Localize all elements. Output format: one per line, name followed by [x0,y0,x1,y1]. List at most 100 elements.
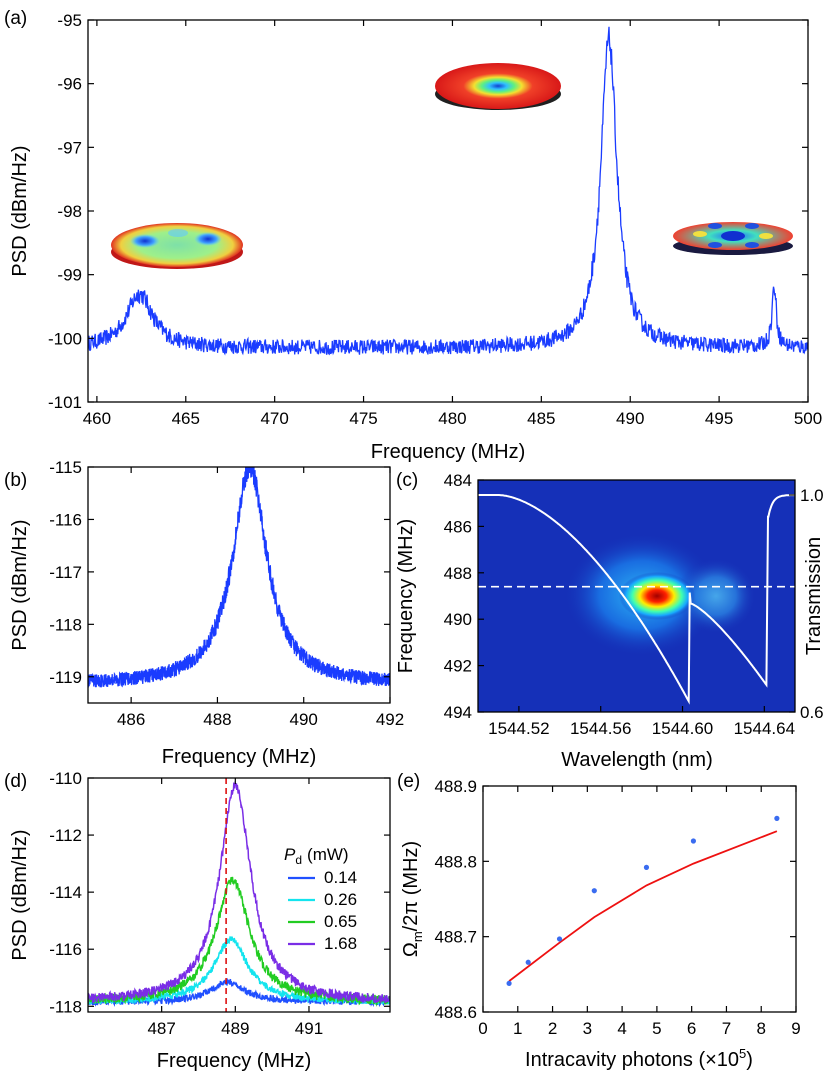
panel-a-label: (a) [4,8,27,29]
panel-e-frame [482,785,797,1013]
panel-d-frame [87,777,391,1013]
panel-b-ytick-label: -117 [49,563,82,582]
panel-a-ytick-label: -95 [57,11,82,30]
panel-e-xlabel: Intracavity photons (×105) [525,1046,753,1071]
panel-a-ytick-label: -96 [57,75,82,94]
panel-b-ytick-label: -116 [49,510,82,529]
panel-e-xtick-label: 0 [478,1019,487,1038]
panel-e-ylabel: Ωm/2π (MHz) [400,841,425,957]
panel-c-xtick-label: 1544.56 [570,719,631,738]
panel-c-xlabel: Wavelength (nm) [561,749,713,771]
panel-c-y2tick-label: 0.6 [800,703,824,722]
panel-b-xtick-label: 492 [376,710,404,729]
panel-c-hotspot [619,572,695,620]
panel-d-xtick-label: 487 [147,1019,175,1038]
panel-c-xtick-label: 1544.52 [488,719,549,738]
panel-b: (b) 486 488 490 492 -115 -116 -117 -118 -119 Fre… [4,458,404,768]
legend-label-0.26: 0.26 [324,890,357,909]
panel-a-ytick-label: -99 [57,266,82,285]
panel-b-ytick-label: -115 [49,458,82,477]
panel-b-xtick-label: 488 [203,710,231,729]
panel-a-xlabel: Frequency (MHz) [371,441,525,463]
panel-b-frame [87,466,391,704]
panel-d-xtick-label: 489 [221,1019,249,1038]
panel-a-insets [111,63,793,269]
panel-e-ytick-label: 488.7 [434,928,477,947]
panel-a-ylabel: PSD (dBm/Hz) [9,145,31,276]
panel-e-xtick-label: 1 [513,1019,522,1038]
panel-d-series-1.68 [88,780,390,1005]
panel-a-xtick-label: 475 [349,409,377,428]
panel-b-ytick-label: -119 [49,668,82,687]
panel-d-ylabel: PSD (dBm/Hz) [9,829,31,960]
panel-d-label: (d) [4,771,27,792]
panel-e-ytick-label: 488.6 [434,1003,477,1022]
panel-a-xtick-label: 460 [83,409,111,428]
panel-e-xtick-label: 8 [756,1019,765,1038]
panel-c-ylabel: Frequency (MHz) [395,519,417,673]
panel-d-ytick-label: -116 [49,940,82,959]
panel-d-ytick-label: -112 [49,826,82,845]
panel-b-ytick-label: -118 [49,615,82,634]
panel-a-ytick-label: -98 [57,202,82,221]
panel-e-xtick-label: 3 [583,1019,592,1038]
panel-e: (e) 0 1 2 3 4 5 6 7 8 9 488.9 488.8 488.7 488.6 Intra… [397,771,801,1071]
panel-c-label: (c) [396,470,418,491]
panel-a-xtick-label: 470 [260,409,288,428]
panel-d-xtick-label: 491 [295,1019,323,1038]
panel-e-data-point [690,838,697,844]
panel-c-ytick-label: 486 [444,517,472,536]
panel-e-ytick-label: 488.8 [434,852,477,871]
panel-e-label: (e) [397,771,420,792]
panel-c-xtick-label: 1544.64 [734,719,795,738]
panel-c-ytick-label: 488 [444,564,472,583]
panel-a-ytick-label: -97 [57,138,82,157]
legend-label-1.68: 1.68 [324,934,357,953]
panel-e-data-point [643,864,650,870]
panel-a-xtick-label: 500 [794,409,822,428]
legend-label-0.65: 0.65 [324,912,357,931]
panel-a-xtick-label: 490 [616,409,644,428]
panel-e-data-point [525,959,531,965]
panel-e-xtick-label: 5 [652,1019,661,1038]
panel-c-frame [477,479,796,713]
panel-e-fit-line [508,830,778,982]
panel-e-xtick-label: 7 [722,1019,731,1038]
panel-c-ytick-label: 490 [444,610,472,629]
panel-e-xtick-label: 9 [791,1019,800,1038]
panel-b-ylabel: PSD (dBm/Hz) [9,519,31,650]
panel-a-xtick-label: 485 [527,409,555,428]
panel-e-ytick-label: 488.9 [434,777,477,796]
panel-d-ytick-label: -114 [49,883,82,902]
panel-d-ytick-label: -110 [49,769,82,788]
panel-e-data-point [506,980,512,986]
panel-e-data-point [591,888,597,894]
panel-d-xlabel: Frequency (MHz) [157,1050,311,1072]
panel-e-xtick-label: 6 [687,1019,696,1038]
panel-a: (a) [4,8,822,463]
panel-b-xtick-label: 490 [290,710,318,729]
panel-b-label: (b) [4,470,27,491]
panel-e-data-point [774,815,780,821]
panel-a-xtick-label: 480 [438,409,466,428]
disk-mode-right [673,222,793,255]
panel-a-xtick-label: 495 [705,409,733,428]
legend-title: Pd (mW) [284,845,349,867]
panel-c-y2tick-label: 1.0 [800,486,824,505]
panel-d: (d) 487 489 491 -110 -112 -114 -116 -118 Pd (mW)… [4,769,391,1072]
panel-e-xtick-label: 2 [548,1019,557,1038]
panel-a-ytick-label: -101 [48,393,82,412]
panel-b-xtick-label: 486 [117,710,145,729]
panel-d-legend: Pd (mW) 0.14 0.26 0.65 1.68 [284,845,357,953]
disk-mode-left [111,223,243,269]
panel-d-ytick-label: -118 [49,997,82,1016]
panel-c-xtick-label: 1544.60 [652,719,713,738]
panel-c-y2label: Transmission [803,537,825,655]
panel-c-ytick-label: 494 [444,703,472,722]
panel-c-ytick-label: 492 [444,657,472,676]
panel-c: (c) 1544.52 1544.56 1544.60 1544.64 484 486 48… [395,470,825,771]
panel-a-spectrum-line [88,26,808,356]
disk-mode-center [435,63,561,110]
panel-c-heatmap [478,480,795,712]
